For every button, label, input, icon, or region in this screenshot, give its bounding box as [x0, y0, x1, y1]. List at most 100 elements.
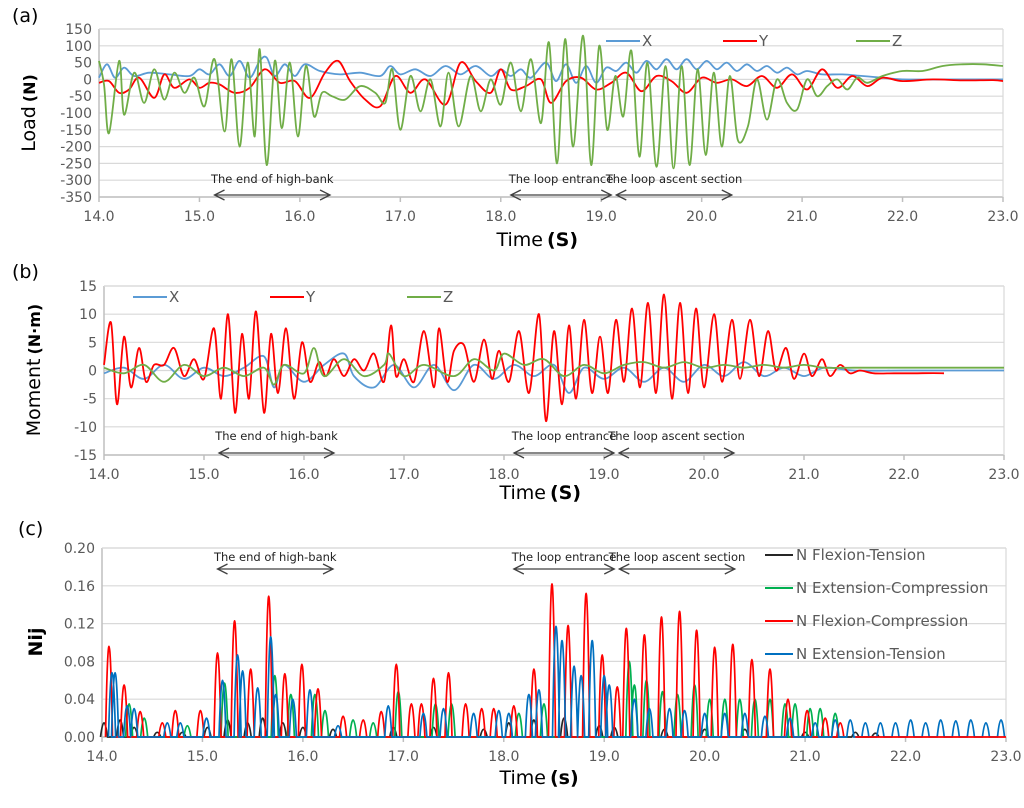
y-tick-label: 50	[74, 56, 92, 72]
y-axis-label: Load (N)	[18, 74, 40, 152]
x-tick-label: 19.0	[588, 467, 619, 483]
y-tick-label: 15	[79, 279, 97, 295]
y-tick-label: 0	[83, 72, 92, 88]
annotation-label: The end of high-bank	[214, 429, 338, 443]
x-tick-label: 16.0	[287, 749, 318, 765]
arrowhead-left	[512, 447, 525, 459]
arrowhead-left	[217, 447, 230, 459]
arrowhead-right	[322, 563, 335, 575]
y-axis-label-name: Moment	[23, 359, 45, 437]
x-axis-unit: (S)	[547, 229, 578, 251]
y-axis-unit: (N·m)	[25, 304, 44, 355]
x-tick-label: 23.0	[987, 209, 1018, 225]
x-tick-label: 18.0	[488, 749, 519, 765]
arrowhead-right	[600, 189, 613, 201]
arrowhead-right	[603, 447, 616, 459]
annotation-label: The loop ascent section	[607, 429, 745, 443]
x-axis-label: Time	[496, 229, 544, 251]
series-line-x	[103, 352, 1004, 394]
x-tick-label: 15.0	[187, 749, 218, 765]
y-tick-label: -100	[60, 106, 92, 122]
legend-label: N Flexion-Compression	[796, 612, 968, 630]
legend-label: Z	[443, 288, 453, 306]
annotation-label: The end of high-bank	[210, 172, 334, 186]
x-axis-unit: (S)	[550, 482, 581, 504]
arrowhead-left	[614, 189, 627, 201]
y-tick-label: 0	[88, 364, 97, 380]
series-line-y	[103, 293, 945, 423]
x-tick-label: 15.0	[184, 209, 215, 225]
x-tick-label: 14.0	[86, 749, 117, 765]
x-tick-label: 17.0	[388, 749, 419, 765]
x-tick-label: 14.0	[83, 209, 114, 225]
y-tick-label: 0.00	[64, 730, 95, 746]
x-tick-label: 20.0	[689, 749, 720, 765]
x-tick-label: 22.0	[888, 467, 919, 483]
panel-label: (b)	[12, 261, 39, 283]
x-tick-label: 16.0	[284, 209, 315, 225]
x-tick-label: 18.0	[488, 467, 519, 483]
series-line-n-flexion-compression	[104, 583, 845, 738]
x-tick-label: 21.0	[788, 467, 819, 483]
y-tick-label: -50	[69, 89, 92, 105]
series-line-x	[98, 55, 1003, 84]
annotation-label: The loop entrance	[511, 550, 617, 564]
series-line-y	[98, 59, 1004, 109]
arrowhead-right	[319, 189, 332, 201]
y-tick-label: -250	[60, 156, 92, 172]
x-tick-label: 15.0	[188, 467, 219, 483]
y-tick-label: 0.16	[64, 579, 95, 595]
y-tick-label: 0.04	[64, 692, 95, 708]
x-tick-label: 16.0	[288, 467, 319, 483]
annotation-label: The loop entrance	[508, 172, 614, 186]
arrowhead-left	[512, 563, 525, 575]
x-axis-label: Time	[499, 767, 547, 789]
arrowhead-left	[617, 563, 630, 575]
y-axis-unit: (N)	[20, 74, 39, 102]
x-axis-unit: (s)	[550, 767, 579, 789]
x-tick-label: 19.0	[586, 209, 617, 225]
arrowhead-left	[213, 189, 225, 201]
chart-moment: (b) 15 10 5 0 -5 -10 -15 14.0 15.0 16.0 17.0 18.0 19.…	[12, 261, 1020, 504]
y-tick-label: -350	[60, 190, 92, 206]
x-tick-label: 20.0	[686, 209, 717, 225]
annotation-label: The loop ascent section	[605, 172, 743, 186]
y-tick-label: -5	[83, 392, 97, 408]
legend-label: Z	[892, 32, 902, 50]
series-line-z	[98, 34, 1004, 170]
y-tick-label: -10	[74, 420, 97, 436]
x-tick-label: 23.0	[988, 467, 1019, 483]
legend-label: Y	[758, 32, 769, 50]
series-line-n-extension-tension	[107, 625, 1006, 738]
y-tick-label: 10	[79, 307, 97, 323]
arrowhead-left	[216, 563, 228, 575]
annotation-label: The loop ascent section	[608, 550, 746, 564]
x-tick-label: 19.0	[589, 749, 620, 765]
legend-label: N Extension-Compression	[796, 579, 988, 597]
x-tick-label: 21.0	[787, 209, 818, 225]
x-tick-label: 20.0	[688, 467, 719, 483]
x-axis-label: Time	[499, 482, 547, 504]
arrowhead-left	[509, 189, 522, 201]
y-tick-label: 100	[65, 39, 92, 55]
panel-label: (c)	[18, 518, 43, 540]
x-tick-label: 17.0	[385, 209, 416, 225]
legend-label: X	[169, 288, 179, 306]
legend-label: Y	[305, 288, 316, 306]
y-axis-label: Moment (N·m)	[23, 304, 45, 436]
arrowhead-right	[323, 447, 336, 459]
x-tick-label: 21.0	[790, 749, 821, 765]
y-axis-label: Nij	[25, 628, 47, 657]
arrowhead-right	[724, 563, 737, 575]
y-tick-label: 0.08	[64, 654, 95, 670]
x-tick-label: 23.0	[990, 749, 1021, 765]
arrowhead-right	[603, 563, 616, 575]
annotation-label: The loop entrance	[511, 429, 617, 443]
y-tick-label: 0.12	[64, 617, 95, 633]
arrowhead-right	[723, 447, 736, 459]
x-tick-label: 17.0	[388, 467, 419, 483]
y-tick-label: 0.20	[64, 541, 95, 557]
y-tick-label: 150	[65, 22, 92, 38]
